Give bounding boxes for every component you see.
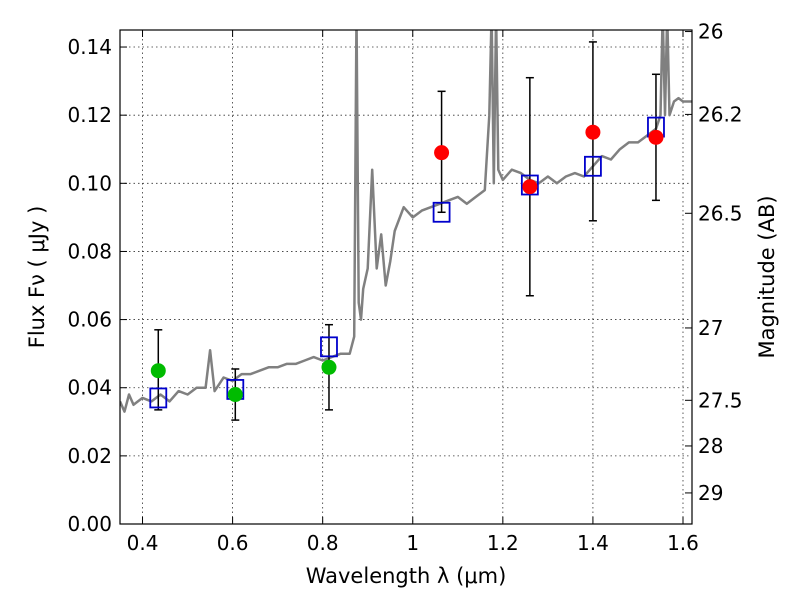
mag-tick-label: 26.2 bbox=[698, 102, 743, 126]
mag-tick-label: 29 bbox=[698, 481, 723, 505]
optical-data-point bbox=[321, 359, 337, 375]
y-tick-label: 0.02 bbox=[67, 444, 112, 468]
model-photometry-square bbox=[149, 387, 168, 409]
x-tick-label: 1.2 bbox=[487, 531, 519, 555]
axes: 0.4 0.6 0.8 1 1.2 1.4 1.6 0.00 0.02 0.04 0.06 0.08 0… bbox=[67, 20, 742, 555]
model-spectrum-line bbox=[120, 30, 692, 413]
nir-data-point bbox=[434, 145, 450, 161]
x-tick-label: 1.6 bbox=[667, 531, 699, 555]
x-axis-label: Wavelength λ (μm) bbox=[306, 564, 507, 588]
model-photometry-square bbox=[584, 155, 602, 177]
nir-data-point bbox=[585, 124, 601, 140]
y-tick-label: 0.00 bbox=[67, 512, 112, 536]
model-photometry-square bbox=[520, 174, 539, 196]
mag-tick-label: 26.5 bbox=[698, 201, 743, 225]
x-tick-label: 1 bbox=[406, 531, 419, 555]
y-tick-label: 0.10 bbox=[67, 171, 112, 195]
model-photometry-square bbox=[432, 201, 451, 223]
plot-frame bbox=[119, 29, 693, 525]
mag-tick-label: 26 bbox=[698, 20, 723, 44]
y-tick-label: 0.06 bbox=[67, 308, 112, 332]
optical-data-point bbox=[150, 363, 166, 379]
y-tick-label: 0.12 bbox=[67, 103, 112, 127]
right-axis-label: Magnitude (AB) bbox=[755, 195, 779, 358]
x-tick-label: 0.4 bbox=[127, 531, 159, 555]
y-tick-label: 0.04 bbox=[67, 376, 112, 400]
model-photometry-square bbox=[320, 336, 338, 358]
nir-data-point bbox=[648, 129, 664, 145]
mag-tick-label: 27 bbox=[698, 316, 723, 340]
plot-area bbox=[120, 30, 692, 421]
y-tick-label: 0.14 bbox=[67, 35, 112, 59]
x-tick-label: 1.4 bbox=[577, 531, 609, 555]
y-tick-label: 0.08 bbox=[67, 239, 112, 263]
optical-data-point bbox=[227, 387, 243, 403]
x-tick-label: 0.6 bbox=[217, 531, 249, 555]
y-axis-label: Flux Fν ( μJy ) bbox=[25, 206, 49, 349]
x-tick-label: 0.8 bbox=[307, 531, 339, 555]
nir-data-point bbox=[522, 179, 538, 195]
mag-tick-label: 27.5 bbox=[698, 388, 743, 412]
mag-tick-label: 28 bbox=[698, 434, 723, 458]
